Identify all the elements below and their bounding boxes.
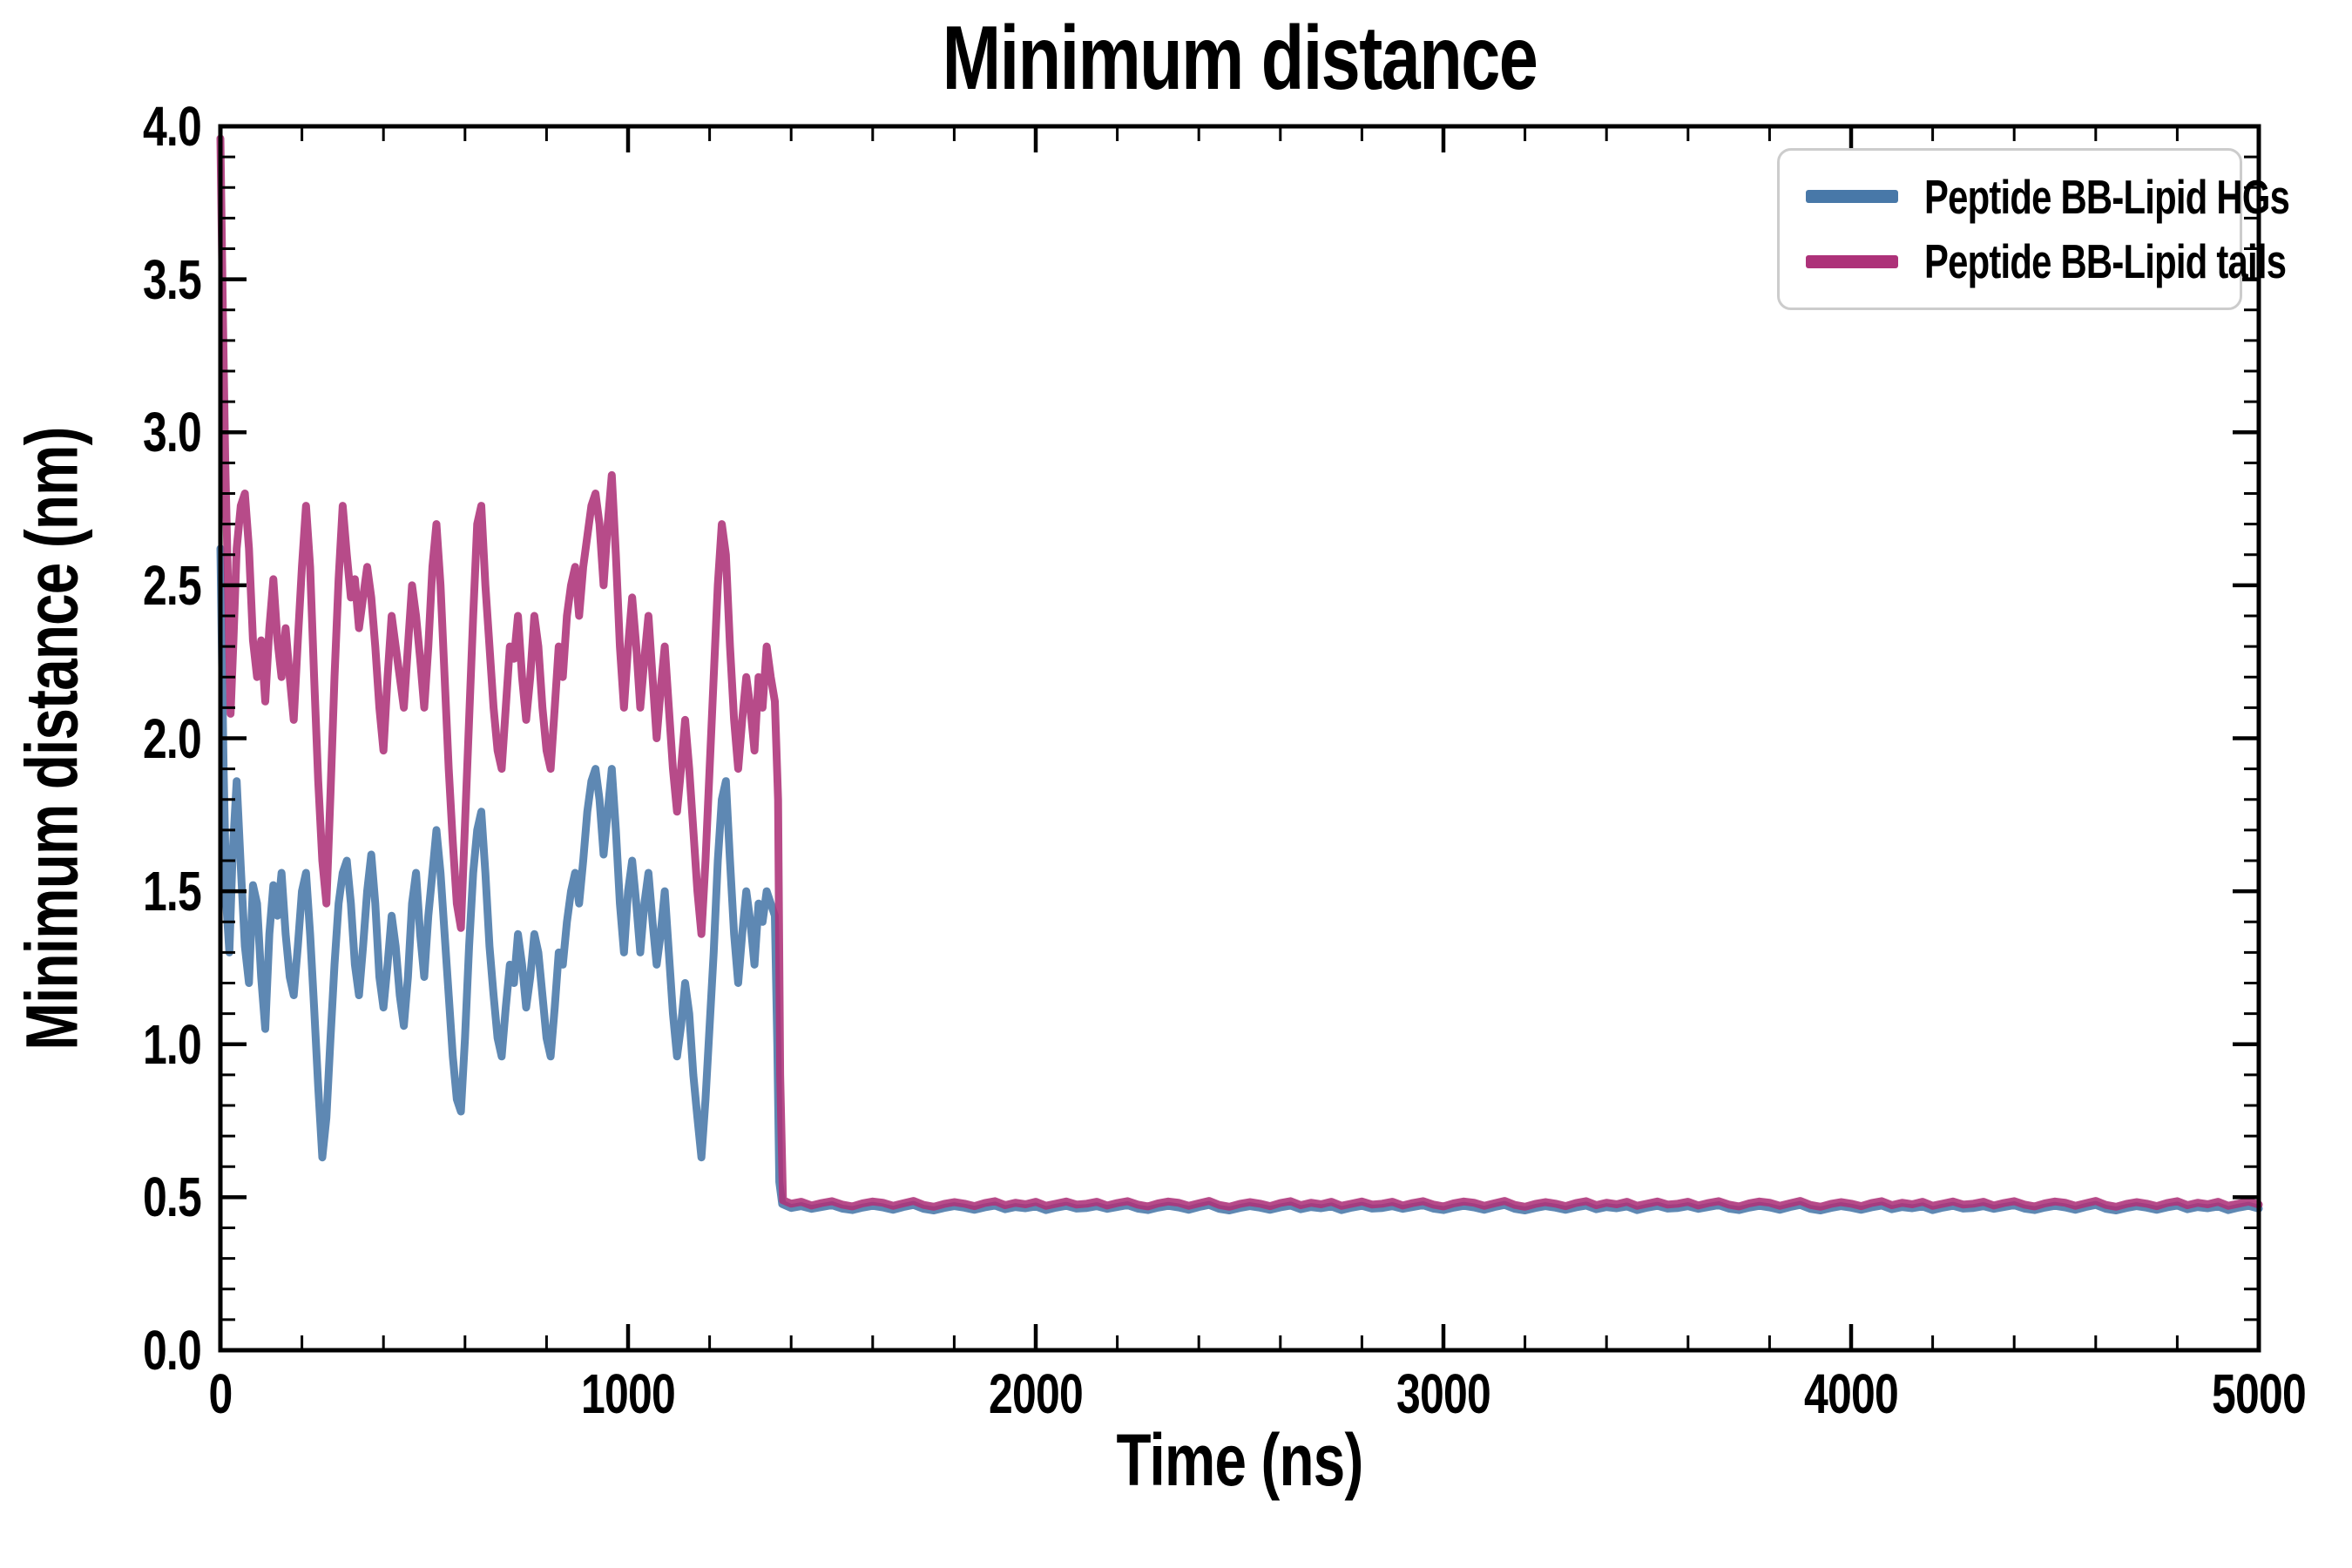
y-tick-label-1.5: 1.5 (142, 860, 202, 923)
y-tick-label-3.5: 3.5 (142, 247, 202, 311)
plot-title: Minimum distance (942, 8, 1538, 109)
y-tick-label-2.5: 2.5 (142, 553, 202, 617)
legend-item-tails: Peptide BB-Lipid tails (1806, 233, 2287, 289)
x-tick-label-2000: 2000 (989, 1362, 1084, 1425)
legend-label-tails: Peptide BB-Lipid tails (1924, 234, 2287, 289)
y-tick-label-0.0: 0.0 (142, 1319, 202, 1382)
legend-swatch-hgs (1806, 190, 1898, 204)
x-tick-label-0: 0 (208, 1362, 233, 1425)
x-axis-label: Time (ns) (1116, 1419, 1363, 1501)
y-tick-label-3.0: 3.0 (142, 401, 202, 464)
x-tick-label-4000: 4000 (1804, 1362, 1899, 1425)
x-tick-label-1000: 1000 (581, 1362, 676, 1425)
y-tick-label-1.0: 1.0 (142, 1012, 202, 1076)
legend-item-hgs: Peptide BB-Lipid HGs (1806, 169, 2290, 225)
x-tick-label-5000: 5000 (2212, 1362, 2307, 1425)
legend-swatch-tails (1806, 254, 1898, 268)
legend: Peptide BB-Lipid HGs Peptide BB-Lipid ta… (1777, 148, 2290, 310)
legend-label-hgs: Peptide BB-Lipid HGs (1924, 169, 2290, 224)
y-axis-label: Minimum distance (nm) (10, 427, 93, 1051)
y-tick-label-4.0: 4.0 (142, 95, 202, 158)
y-tick-label-0.5: 0.5 (142, 1166, 202, 1229)
y-tick-label-2.0: 2.0 (142, 706, 202, 770)
x-tick-label-3000: 3000 (1396, 1362, 1491, 1425)
